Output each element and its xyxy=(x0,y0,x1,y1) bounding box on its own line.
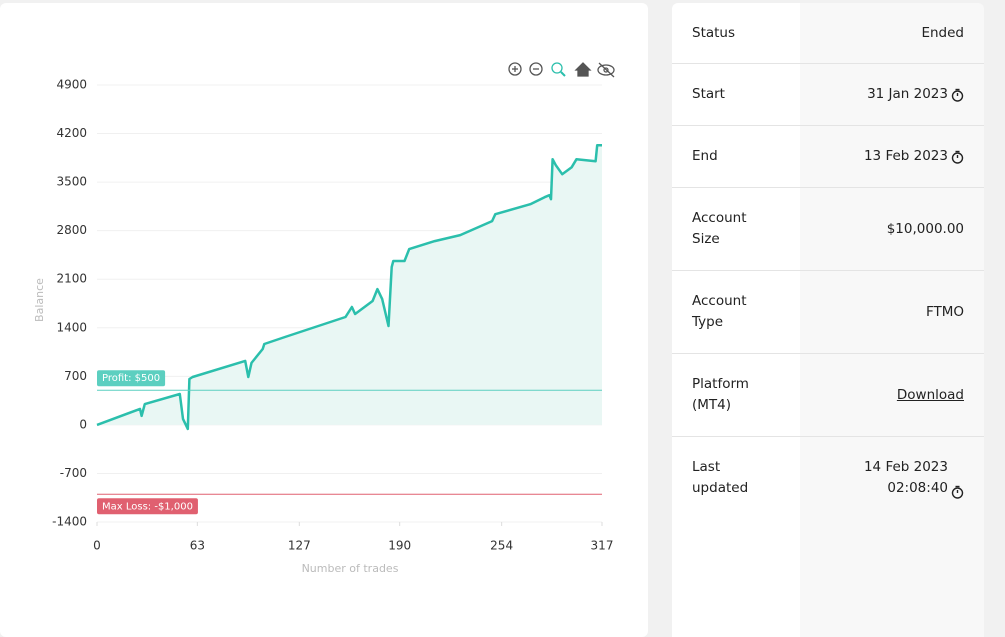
toolbar[interactable] xyxy=(508,62,615,78)
detail-row: Last updated 14 Feb 2023 02:08:40 xyxy=(672,437,984,517)
detail-label: Last updated xyxy=(692,459,749,496)
y-tick-label: 3500 xyxy=(56,175,87,189)
clock-icon xyxy=(951,150,964,164)
detail-label: Account Size xyxy=(692,210,747,247)
clock-icon xyxy=(951,88,964,102)
threshold-label: Max Loss: -$1,000 xyxy=(102,501,193,512)
detail-label: Platform (MT4) xyxy=(692,376,749,413)
detail-value-box: Ended xyxy=(921,23,964,44)
x-tick-label: 254 xyxy=(490,539,513,553)
detail-value: $10,000.00 xyxy=(886,220,964,237)
threshold-label-bg xyxy=(97,498,198,515)
x-tick-label: 317 xyxy=(591,539,614,553)
detail-value: 14 Feb 2023 02:08:40 xyxy=(863,459,948,496)
detail-value-box: 14 Feb 2023 02:08:40 xyxy=(858,457,964,499)
chart: Balance Number of trades 4900 4200 3500 280… xyxy=(33,62,615,575)
detail-label: End xyxy=(692,148,718,164)
x-tick-label: 63 xyxy=(190,539,205,553)
area xyxy=(97,145,602,429)
threshold-label-bg xyxy=(97,370,166,387)
y-tick-label: 2800 xyxy=(56,223,87,237)
detail-value-box: 13 Feb 2023 xyxy=(864,146,964,167)
line xyxy=(96,143,602,431)
detail-row: Platform (MT4) Download xyxy=(672,354,984,437)
detail-label: Status xyxy=(692,24,736,41)
clock-icon xyxy=(951,485,964,499)
detail-value: FTMO xyxy=(925,303,964,320)
detail-row: End 13 Feb 2023 xyxy=(672,126,984,188)
x-tick-label: 127 xyxy=(288,539,311,553)
y-tick-label: -1400 xyxy=(52,515,87,529)
threshold-label: Profit: $500 xyxy=(102,373,160,384)
detail-value-box: 31 Jan 2023 xyxy=(867,84,964,105)
details-panel: Status Ended Start 31 Jan 2023 End 13 Feb 202… xyxy=(672,3,984,637)
detail-value-box: $10,000.00 xyxy=(887,219,964,240)
x-tick-label: 0 xyxy=(93,539,101,553)
detail-row: Account Size $10,000.00 xyxy=(672,188,984,271)
detail-value-box: Download xyxy=(897,385,964,406)
download-link[interactable]: Download xyxy=(896,386,964,403)
x-axis-title: Number of trades xyxy=(302,562,399,575)
y-tick-label: 4200 xyxy=(56,126,87,140)
detail-label: Start xyxy=(692,86,725,102)
detail-value: 13 Feb 2023 xyxy=(863,148,948,164)
y-tick-label: 4900 xyxy=(56,78,87,92)
detail-label: Account Type xyxy=(692,293,747,330)
detail-value-box: FTMO xyxy=(926,302,964,323)
y-tick-label: -700 xyxy=(60,466,87,480)
detail-row: Account Type FTMO xyxy=(672,271,984,354)
y-tick-label: 2100 xyxy=(56,272,87,286)
detail-row: Status Ended xyxy=(672,3,984,64)
detail-row: Start 31 Jan 2023 xyxy=(672,64,984,126)
x-tick-label: 190 xyxy=(388,539,411,553)
y-tick-label: 1400 xyxy=(56,320,87,334)
detail-value: 31 Jan 2023 xyxy=(867,86,948,102)
detail-value: Ended xyxy=(921,24,964,41)
y-tick-label: 0 xyxy=(79,417,87,431)
y-axis-title: Balance xyxy=(33,278,46,322)
y-tick-label: 700 xyxy=(64,369,87,383)
